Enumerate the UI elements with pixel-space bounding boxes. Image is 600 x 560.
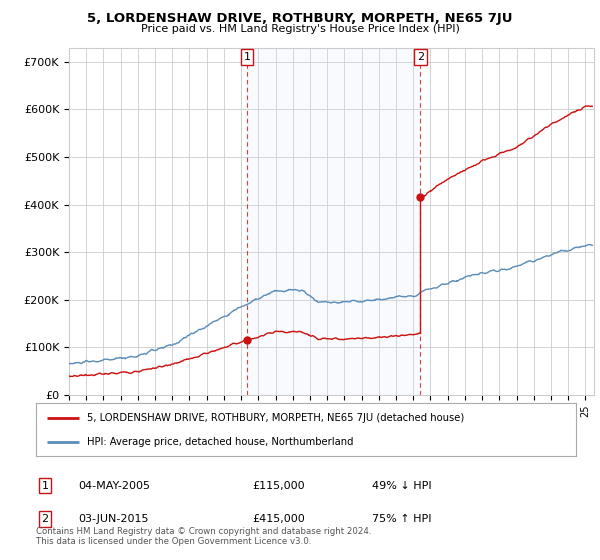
Text: HPI: Average price, detached house, Northumberland: HPI: Average price, detached house, Nort… bbox=[88, 437, 354, 447]
Text: 03-JUN-2015: 03-JUN-2015 bbox=[78, 514, 149, 524]
Text: 5, LORDENSHAW DRIVE, ROTHBURY, MORPETH, NE65 7JU: 5, LORDENSHAW DRIVE, ROTHBURY, MORPETH, … bbox=[87, 12, 513, 25]
Text: 5, LORDENSHAW DRIVE, ROTHBURY, MORPETH, NE65 7JU (detached house): 5, LORDENSHAW DRIVE, ROTHBURY, MORPETH, … bbox=[88, 413, 464, 423]
Text: 2: 2 bbox=[41, 514, 49, 524]
Text: 1: 1 bbox=[41, 480, 49, 491]
Text: £115,000: £115,000 bbox=[252, 480, 305, 491]
Bar bbox=[247, 48, 421, 395]
Text: Price paid vs. HM Land Registry's House Price Index (HPI): Price paid vs. HM Land Registry's House … bbox=[140, 24, 460, 34]
Text: 49% ↓ HPI: 49% ↓ HPI bbox=[372, 480, 431, 491]
Text: 75% ↑ HPI: 75% ↑ HPI bbox=[372, 514, 431, 524]
Text: 04-MAY-2005: 04-MAY-2005 bbox=[78, 480, 150, 491]
Text: Contains HM Land Registry data © Crown copyright and database right 2024.
This d: Contains HM Land Registry data © Crown c… bbox=[36, 526, 371, 546]
Text: £415,000: £415,000 bbox=[252, 514, 305, 524]
Text: 1: 1 bbox=[244, 52, 250, 62]
Text: 2: 2 bbox=[417, 52, 424, 62]
